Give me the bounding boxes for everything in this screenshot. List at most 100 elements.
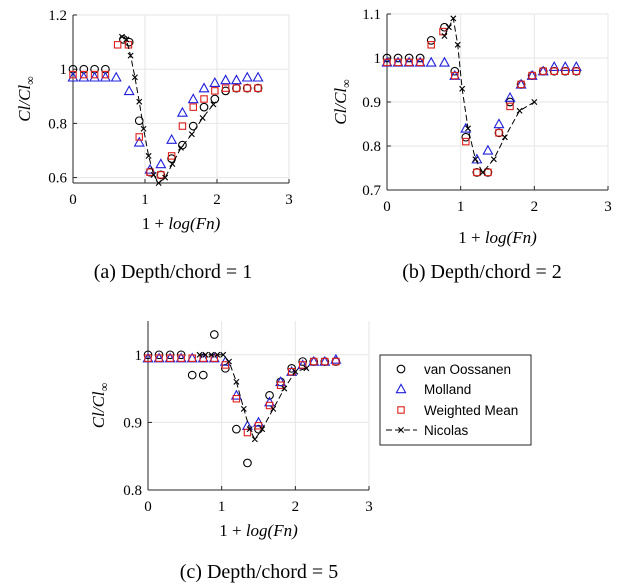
data-point [155,158,167,169]
y-tick-label: 1 [374,51,382,67]
data-point [144,354,152,362]
data-point [560,66,570,76]
data-point [501,134,508,141]
data-point [465,125,472,132]
data-point [276,381,285,389]
data-point [232,424,241,434]
data-point [145,152,152,159]
data-point [196,351,203,358]
y-axis-label: Cl/Cl∞ [331,79,353,124]
data-point [330,353,342,364]
data-point [221,363,230,373]
data-point [176,106,188,117]
data-point [210,101,217,108]
data-point [484,168,492,177]
data-point [67,71,79,82]
series-molland [67,71,264,174]
data-point [80,70,88,79]
x-tick-label: 3 [365,499,373,515]
data-point [221,86,230,96]
data-point [504,91,516,102]
data-point [133,136,145,147]
data-point [427,41,435,49]
data-point [382,53,392,63]
data-point [495,129,503,137]
series-nicolas [441,15,538,176]
subplot-caption: (a) Depth/chord = 1 [94,261,252,283]
x-tick-label: 0 [144,499,152,515]
data-point [482,144,494,155]
data-point [516,107,523,114]
data-point [230,389,242,400]
legend-marker [395,383,407,394]
data-point [264,396,276,407]
data-point [405,58,413,67]
y-tick-label: 0.6 [48,171,67,187]
data-point [209,330,219,339]
data-point [332,357,340,366]
data-point [445,24,452,31]
series-nicolas [196,351,310,443]
legend-entry: van Oossanen [396,362,511,377]
series-van-oossanen [143,330,341,468]
data-point [123,36,130,43]
legend-label: Weighted Mean [424,403,518,418]
data-point [198,370,208,380]
data-point [321,357,329,366]
data-point [415,53,425,63]
series-weighted-mean [383,27,581,177]
data-point [165,350,175,360]
data-point [493,118,505,129]
data-point [187,93,199,104]
series-van-oossanen [68,35,263,180]
data-point [570,61,582,72]
data-point [440,22,449,32]
series-weighted-mean [69,41,262,179]
data-point [240,405,247,412]
data-point [270,405,277,412]
data-point [176,350,186,360]
data-point [416,58,424,67]
x-axis-label: 1 + log(Fn) [219,521,298,540]
data-point [393,53,403,63]
x-axis-label: 1 + log(Fn) [142,214,221,233]
x-tick-label: 0 [383,199,391,215]
legend-marker [397,406,405,414]
data-point [226,358,233,365]
y-tick-label: 1.2 [48,8,67,24]
data-point [394,58,402,67]
data-point [548,61,560,72]
data-point [494,128,504,138]
data-point [99,71,111,82]
legend-label: van Oossanen [424,362,511,377]
legend-marker [396,364,406,374]
data-point [221,361,230,369]
data-point [472,168,482,177]
data-point [506,102,514,111]
x-tick-label: 3 [604,199,612,215]
data-point [450,66,460,76]
data-point [265,391,274,400]
data-point [199,114,206,121]
data-point [136,98,143,105]
data-point [539,67,547,75]
data-point [219,355,231,366]
series-van-oossanen [382,22,581,177]
y-tick-label: 0.7 [362,183,381,199]
data-point [69,70,77,79]
data-point [450,15,457,22]
legend-entry: Molland [395,382,471,397]
data-point [242,83,252,93]
legend-marker [398,427,404,433]
data-point [404,53,414,63]
data-point [188,131,195,138]
data-point [154,350,164,360]
subplot-caption: (b) Depth/chord = 2 [402,261,562,283]
data-point [230,74,242,85]
data-point [531,99,538,105]
data-point [246,426,253,433]
x-axis-label: 1 + log(Fn) [458,228,537,247]
data-point [143,350,153,360]
data-point [202,351,209,358]
